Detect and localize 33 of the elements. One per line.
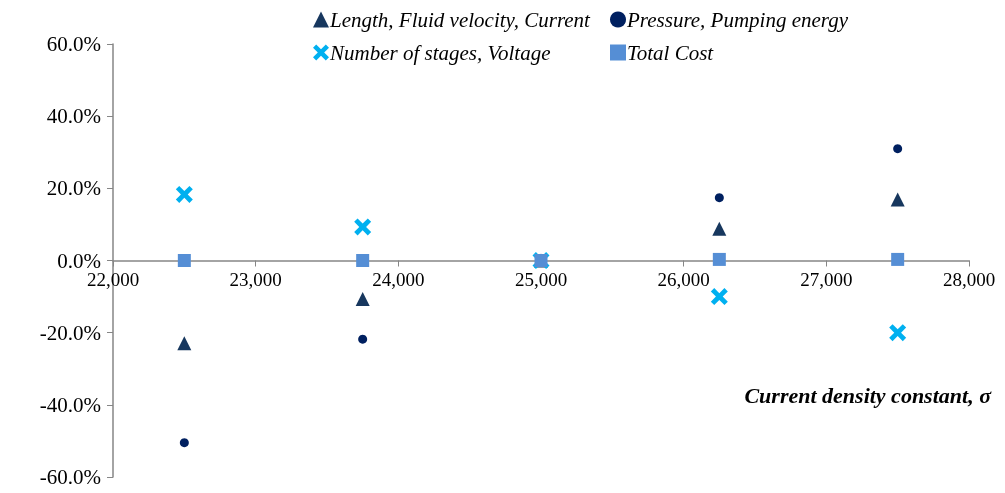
x-tick-label: 26,000 <box>657 268 710 290</box>
legend-label: Number of stages, Voltage <box>329 40 551 65</box>
point <box>891 252 905 266</box>
point <box>354 218 372 236</box>
legend-label: Pressure, Pumping energy <box>626 7 849 32</box>
point <box>177 336 192 351</box>
point <box>712 221 727 236</box>
point <box>714 193 724 203</box>
point <box>355 292 370 307</box>
x-tick-label: 28,000 <box>942 268 996 290</box>
y-tick-label: -60.0% <box>39 465 101 489</box>
point <box>893 144 903 154</box>
y-tick-label: 20.0% <box>46 176 101 201</box>
y-tick-label: 60.0% <box>46 32 101 56</box>
legend-label: Total Cost <box>627 40 715 65</box>
x-tick-label: 27,000 <box>800 268 853 290</box>
x-tick-label: 25,000 <box>514 268 568 290</box>
point <box>358 334 368 344</box>
legend-label: Length, Fluid velocity, Current <box>329 7 592 32</box>
y-tick-label: 40.0% <box>46 104 101 129</box>
point <box>889 324 907 342</box>
point <box>890 192 905 207</box>
point <box>179 438 189 448</box>
point <box>177 254 191 267</box>
x-tick-label: 23,000 <box>229 268 282 290</box>
y-tick-label: -40.0% <box>39 392 101 417</box>
y-tick-label: -20.0% <box>39 320 101 345</box>
point <box>712 252 726 266</box>
x-axis-title: Current density constant, σ <box>744 382 993 408</box>
x-tick-label: 24,000 <box>372 268 425 290</box>
point <box>356 254 370 267</box>
point <box>710 288 728 306</box>
point <box>175 185 193 203</box>
